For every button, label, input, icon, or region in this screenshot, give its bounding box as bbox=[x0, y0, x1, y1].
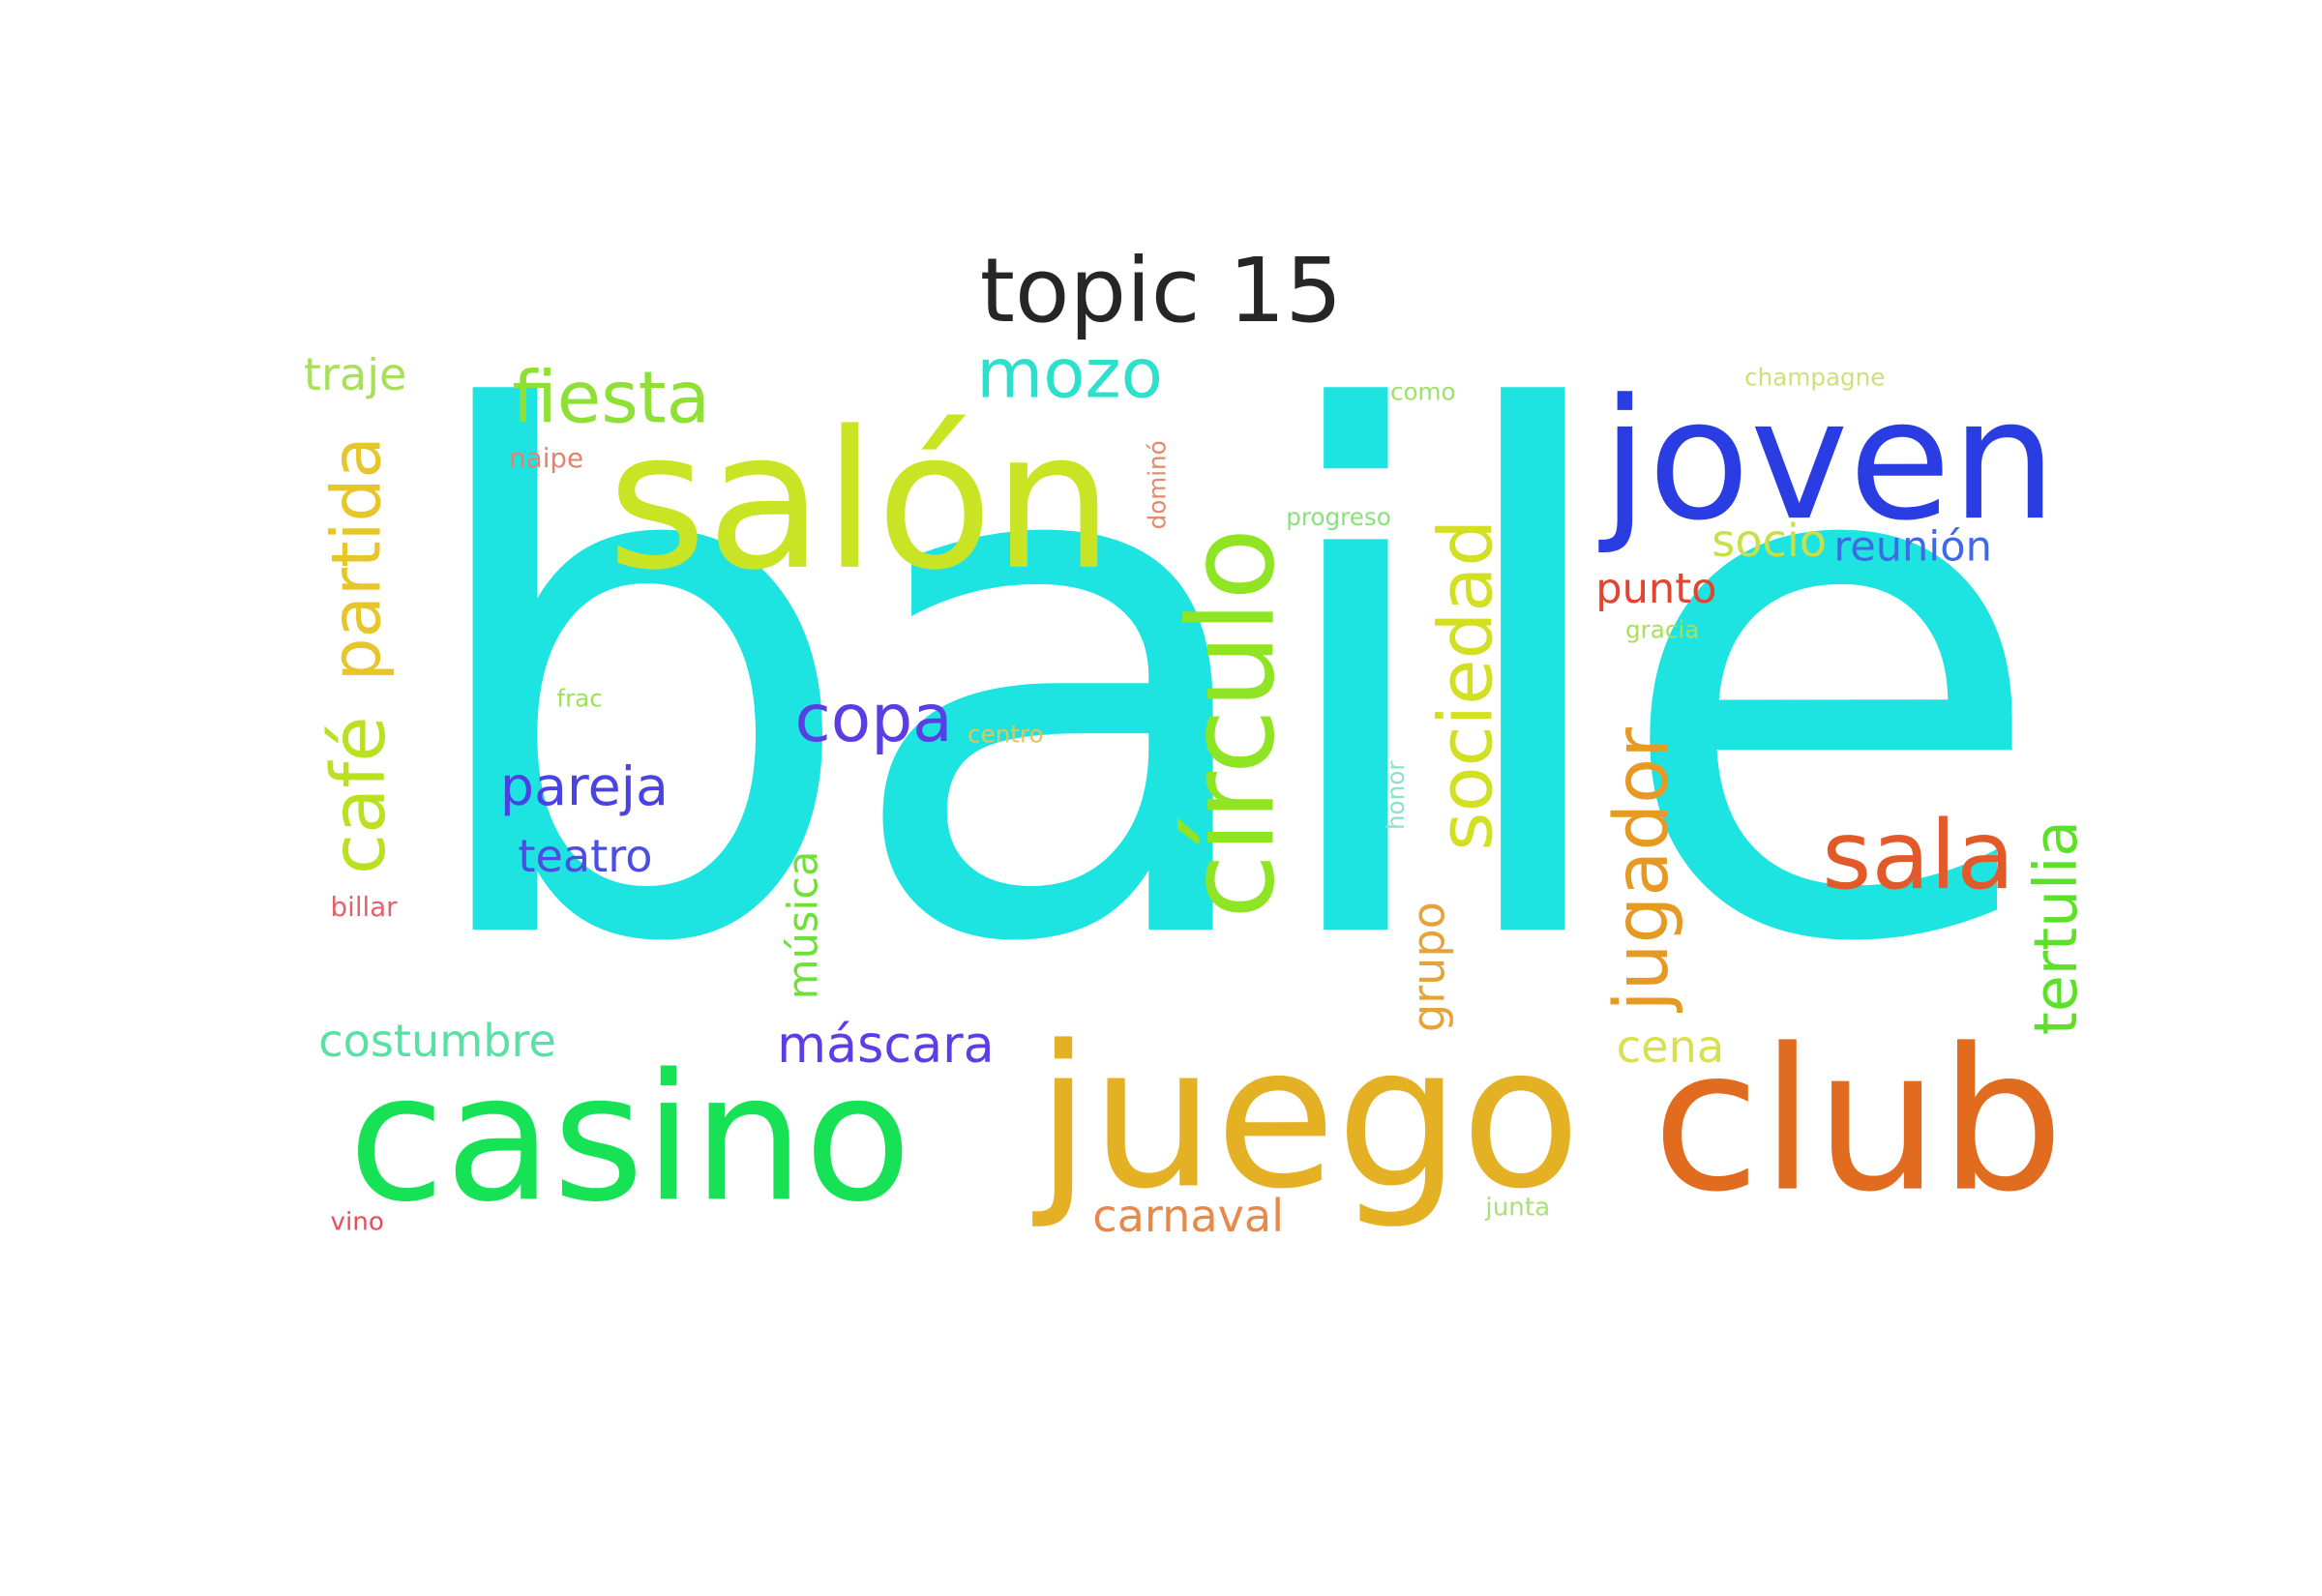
word-punto: punto bbox=[1595, 563, 1717, 613]
word-carnaval: carnaval bbox=[1092, 1191, 1285, 1244]
word-frac: frac bbox=[556, 684, 603, 713]
word-juego: juego bbox=[1035, 1003, 1582, 1233]
word-vino: vino bbox=[330, 1207, 384, 1238]
word-musica: música bbox=[778, 850, 828, 1000]
word-como: como bbox=[1389, 377, 1456, 406]
word-fiesta: fiesta bbox=[512, 357, 710, 441]
word-grupo: grupo bbox=[1403, 901, 1456, 1033]
word-partida: partida bbox=[315, 436, 397, 682]
word-domino: dominó bbox=[1143, 440, 1172, 530]
word-junta: junta bbox=[1485, 1193, 1551, 1223]
word-pareja: pareja bbox=[499, 756, 670, 818]
word-mascara: máscara bbox=[777, 1016, 995, 1076]
word-honor: honor bbox=[1381, 760, 1410, 831]
word-jugador: jugador bbox=[1598, 727, 1685, 1012]
word-billar: billar bbox=[330, 892, 398, 924]
word-gracia: gracia bbox=[1625, 615, 1700, 644]
word-circulo: círculo bbox=[1162, 527, 1301, 920]
word-copa: copa bbox=[794, 681, 953, 757]
word-teatro: teatro bbox=[518, 831, 653, 884]
word-costumbre: costumbre bbox=[318, 1016, 556, 1069]
word-salon: salón bbox=[607, 391, 1114, 613]
word-champagne: champagne bbox=[1744, 363, 1886, 392]
word-cena: cena bbox=[1616, 1021, 1725, 1075]
word-casino: casino bbox=[348, 1035, 912, 1241]
word-tertulia: tertulia bbox=[2022, 820, 2087, 1036]
word-mozo: mozo bbox=[976, 357, 1163, 414]
word-joven: joven bbox=[1601, 364, 2057, 558]
word-progreso: progreso bbox=[1286, 502, 1391, 531]
word-reunion: reunión bbox=[1833, 521, 1992, 572]
word-traje: traje bbox=[303, 357, 407, 402]
word-club: club bbox=[1652, 1007, 2065, 1236]
figure-title: topic 15 bbox=[979, 239, 1343, 344]
word-naipe: naipe bbox=[509, 443, 584, 475]
word-baile: baile bbox=[407, 357, 2050, 1100]
word-cafe: café bbox=[315, 716, 402, 875]
word-socio: socio bbox=[1712, 516, 1828, 569]
word-sociedad: sociedad bbox=[1422, 518, 1510, 851]
word-cloud: baile salón joven juego club casino círc… bbox=[292, 357, 2087, 1250]
word-centro: centro bbox=[968, 720, 1044, 749]
word-sala: sala bbox=[1822, 801, 2015, 912]
